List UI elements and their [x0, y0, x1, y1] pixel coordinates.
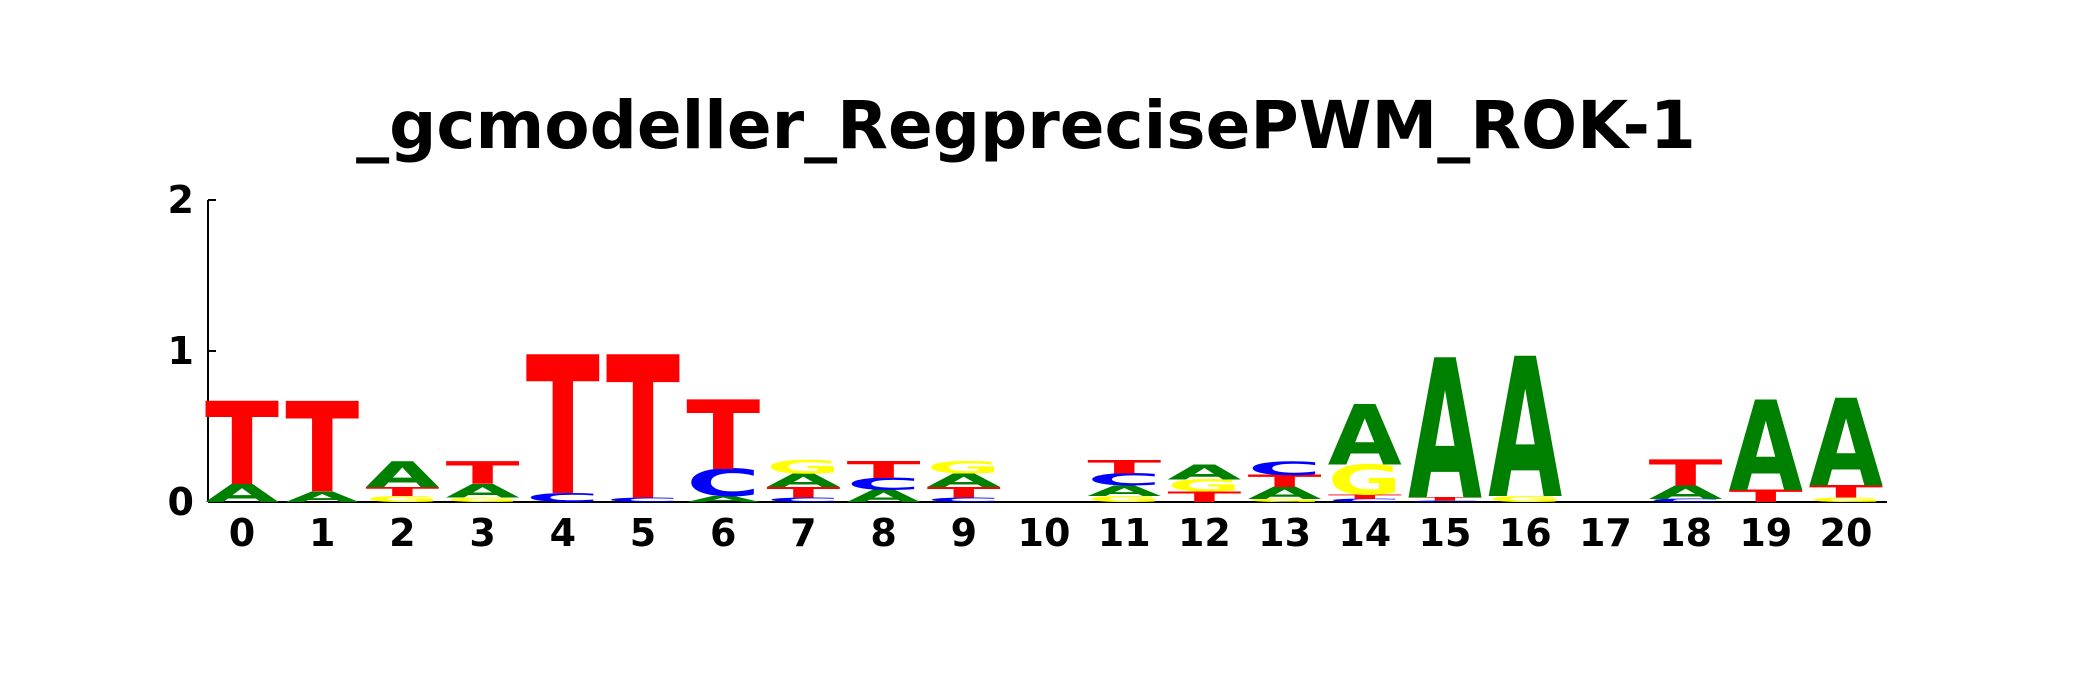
logo-glyph-G: G: [1809, 496, 1883, 503]
logo-glyph-A: A: [1328, 388, 1402, 484]
x-tick-label: 8: [870, 511, 896, 555]
logo-glyph-T: T: [1649, 453, 1723, 494]
x-tick-label: 11: [1098, 511, 1151, 555]
x-tick-label: 17: [1579, 511, 1632, 555]
x-tick-label: 19: [1739, 511, 1792, 555]
logo-glyph-A: A: [1729, 376, 1803, 521]
y-tick-label: 2: [168, 178, 194, 222]
logo-glyph-A: A: [365, 454, 439, 495]
logo-glyph-T: T: [1248, 472, 1322, 491]
y-tick-label: 0: [168, 480, 194, 524]
logo-glyph-T: T: [1729, 487, 1803, 506]
logo-glyph-C: C: [526, 490, 600, 505]
logo-glyph-G: G: [446, 496, 520, 503]
logo-glyph-A: A: [285, 489, 359, 506]
x-tick-label: 12: [1178, 511, 1231, 555]
logo-glyph-A: A: [1809, 374, 1883, 514]
logo-glyph-C: C: [927, 496, 1001, 503]
x-tick-label: 3: [469, 511, 495, 555]
x-tick-label: 10: [1018, 511, 1071, 555]
x-tick-label: 14: [1338, 511, 1391, 555]
x-tick-label: 5: [630, 511, 656, 555]
x-tick-label: 9: [951, 511, 977, 555]
x-tick-label: 4: [550, 511, 576, 555]
logo-glyph-T: T: [927, 484, 1001, 501]
logo-glyph-C: C: [606, 496, 680, 503]
logo-glyph-C: C: [1087, 470, 1161, 489]
logo-glyph-A: A: [927, 470, 1001, 492]
x-tick-label: 2: [389, 511, 415, 555]
logo-glyph-G: G: [365, 495, 439, 505]
logo-glyph-T: T: [285, 377, 359, 521]
x-axis: 0 1 2 3 4 5 6 7 8 9 10 11 12 13 14 15 16 17 18 19 20: [208, 501, 1887, 555]
logo-glyph-G: G: [766, 456, 840, 477]
logo-glyph-T: T: [686, 381, 760, 492]
x-tick-label: 6: [710, 511, 736, 555]
x-tick-label: 1: [309, 511, 335, 555]
logo-glyph-C: C: [847, 475, 921, 494]
x-tick-label: 13: [1258, 511, 1311, 555]
logo-glyph-A: A: [766, 470, 840, 492]
logo-glyph-A: A: [205, 479, 279, 508]
logo-glyph-T: T: [526, 316, 600, 538]
logo-glyph-G: G: [1167, 476, 1241, 495]
x-tick-label: 7: [790, 511, 816, 555]
logo-glyph-G: G: [1328, 456, 1402, 504]
logo-glyph-A: A: [1248, 484, 1322, 503]
logo-glyph-C: C: [1408, 500, 1482, 502]
x-tick-label: 16: [1499, 511, 1552, 555]
logo-glyph-T: T: [847, 457, 922, 483]
logo-glyph-C: C: [766, 496, 840, 503]
x-tick-label: 0: [229, 511, 255, 555]
logo-glyph-T: T: [205, 379, 279, 511]
x-tick-label: 15: [1419, 511, 1472, 555]
logo-glyph-T: T: [1087, 456, 1161, 478]
x-tick-label: 18: [1659, 511, 1712, 555]
logo-glyph-A: A: [1087, 483, 1161, 500]
logo-glyph-T: T: [1809, 482, 1883, 501]
logo-glyph-C: C: [686, 461, 760, 505]
logo-glyph-G: G: [1248, 498, 1322, 503]
y-axis: 0 1 2: [168, 178, 216, 524]
logo-glyph-G: G: [927, 458, 1001, 477]
logo-glyph-A: A: [686, 494, 761, 504]
logo-glyph-T: T: [1167, 489, 1241, 506]
logo-glyph-A: A: [847, 487, 921, 506]
chart-title: _gcmodeller_RegprecisePWM_ROK-1: [356, 87, 1696, 164]
logo-glyph-G: G: [1087, 495, 1161, 505]
logo-glyph-A: A: [1408, 319, 1482, 543]
logo-glyph-C: C: [1248, 458, 1322, 480]
logo-glyph-A: A: [446, 480, 520, 502]
logo-glyph-T: T: [365, 485, 439, 499]
logo-glyph-A: A: [1488, 317, 1562, 541]
logo-glyph-C: C: [1649, 498, 1723, 503]
logo-glyph-T: T: [766, 484, 840, 501]
x-tick-label: 20: [1820, 511, 1873, 555]
logo-glyph-T: T: [446, 455, 520, 491]
logo-glyph-C: C: [1328, 498, 1402, 503]
logo-glyph-T: T: [606, 317, 680, 545]
logo-glyph-A: A: [1167, 461, 1242, 485]
logo-glyph-A: A: [1649, 482, 1723, 504]
logo-glyph-T: T: [1328, 493, 1402, 500]
logo-glyph-G: G: [1488, 495, 1562, 505]
y-tick-label: 1: [168, 329, 194, 373]
logo-glyph-T: T: [1408, 497, 1482, 502]
